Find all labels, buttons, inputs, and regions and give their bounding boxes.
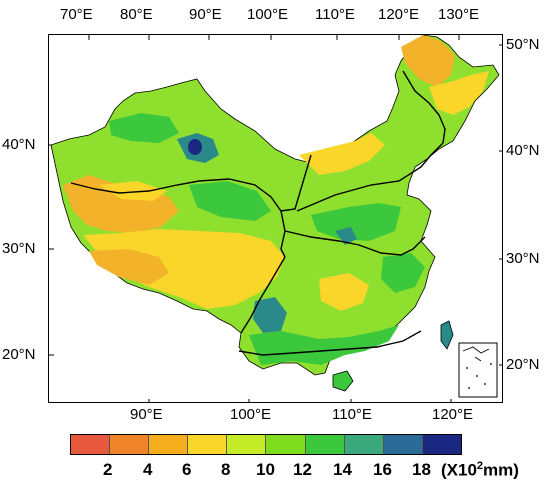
legend-swatch-10 [422,435,461,454]
east-humid-zone [381,253,425,293]
lon-label-bottom-110: 110°E [332,406,372,423]
south-china-humid-zone [249,325,399,365]
tibet-dry-zone [83,229,285,309]
boundary-northeast-inner [402,70,446,144]
yunnan-wet-zone [253,297,287,333]
legend-swatch-4 [188,435,228,454]
humid-zones [109,113,425,365]
lon-label-bottom-100: 100°E [230,406,272,423]
legend-label-12: 12 [293,460,312,479]
lon-label-top-70: 70°E [60,6,93,23]
qinghai-humid-zone [189,181,271,221]
legend-swatch-1 [71,435,111,454]
legend-swatch-6 [266,435,306,454]
legend-label-8: 8 [221,460,231,479]
inset-coastline [462,346,490,362]
legend-swatch-3 [149,435,189,454]
lat-label-right-40: 40°N [506,142,540,159]
lon-label-top-130: 130°E [438,6,480,23]
hainan-island [332,370,354,392]
inner-mongolia-dry-zone [299,133,385,175]
legend-label-4: 4 [143,460,153,479]
boundary-tibet-south [240,256,286,334]
boundary-central [284,230,426,256]
legend-label-10: 10 [256,460,275,479]
taiwan-island [440,320,454,350]
legend-label-6: 6 [182,460,192,479]
tarim-yellow-band [99,181,167,201]
wet-zones [177,133,357,333]
east-wet-zone [335,227,357,245]
north-plain-humid-zone [311,203,401,241]
lat-label-right-30: 30°N [506,250,540,267]
lon-label-top-90: 90°E [189,6,222,23]
lat-label-left-40: 40°N [2,136,36,153]
map-frame [48,34,503,403]
northeast-dry-zone [401,35,455,87]
inset-box [458,342,498,398]
lon-label-top-100: 100°E [247,6,289,23]
dry-zones [63,35,489,311]
lat-label-right-20: 20°N [506,356,540,373]
legend-swatch-7 [305,435,345,454]
tibet-west-dry-patch [89,249,169,285]
legend-swatch-8 [344,435,384,454]
south-china-sea-inset [458,342,498,398]
lon-label-top-80: 80°E [120,6,153,23]
legend-unit-exponent: 2 [476,460,484,472]
lon-label-bottom-120: 120°E [432,406,474,423]
legend-unit-label: (X102mm) [441,460,519,481]
legend-unit-suffix: mm) [483,460,519,480]
legend-swatch-9 [383,435,423,454]
lat-label-right-50: 50°N [506,36,540,53]
precipitation-map [49,35,502,402]
lat-label-left-20: 20°N [2,346,36,363]
northeast-yellow-zone [429,71,489,115]
boundary-north-central [280,154,312,212]
legend-label-18: 18 [412,460,431,479]
lon-label-top-110: 110°E [315,6,355,23]
legend-color-bar [70,434,462,455]
boundary-south [238,330,422,356]
inset-islands [466,363,492,389]
legend-swatch-2 [110,435,150,454]
legend-unit-prefix: (X10 [441,460,477,480]
lon-label-top-120: 120°E [378,6,420,23]
legend-label-14: 14 [333,460,352,479]
lat-label-left-30: 30°N [2,240,36,257]
legend-swatch-5 [227,435,267,454]
xinjiang-north-humid [109,113,179,143]
regional-boundaries [70,70,446,356]
legend-label-2: 2 [103,460,113,479]
legend-label-16: 16 [373,460,392,479]
south-center-yellow-patch [319,273,369,311]
tianshan-very-wet-spot [188,139,202,155]
boundary-north-east [296,142,444,212]
lon-label-bottom-90: 90°E [130,406,163,423]
